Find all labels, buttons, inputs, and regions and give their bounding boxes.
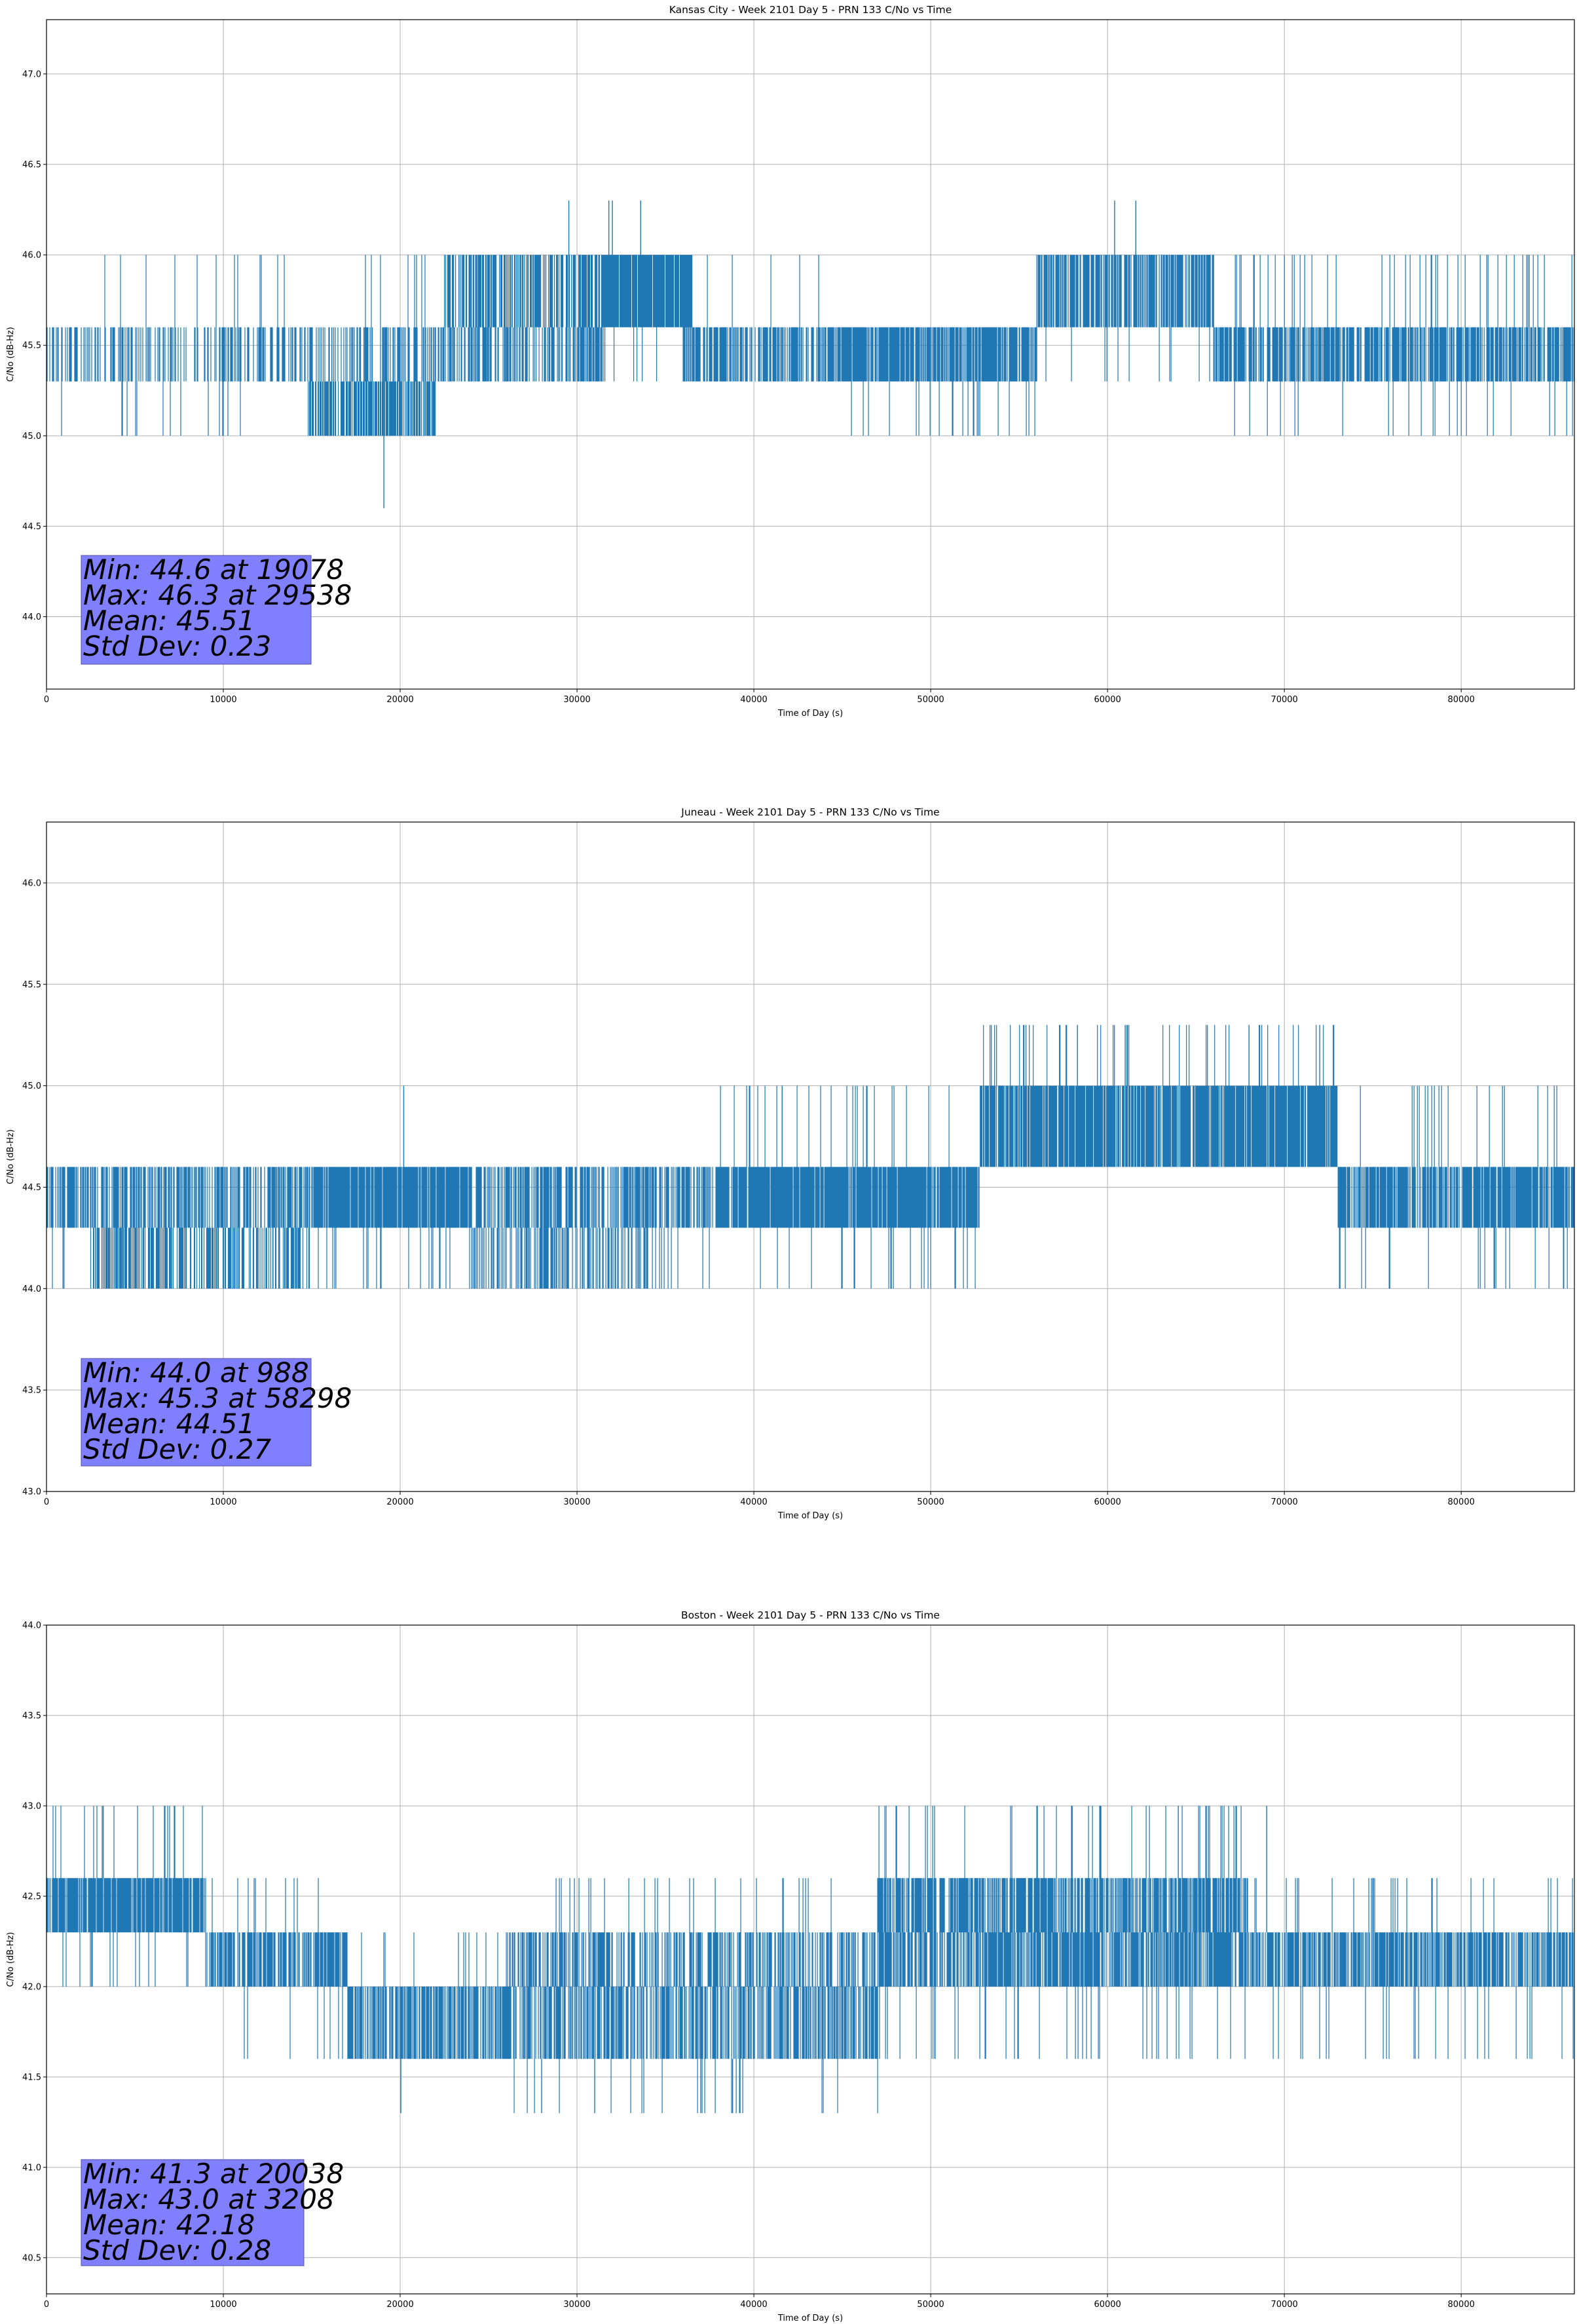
series-line	[46, 255, 1574, 436]
chart-title: Juneau - Week 2101 Day 5 - PRN 133 C/No …	[680, 806, 939, 818]
x-tick-label: 60000	[1094, 695, 1121, 705]
x-tick-label: 50000	[917, 695, 944, 705]
x-tick-label: 70000	[1271, 1497, 1297, 1507]
y-tick-label: 44.0	[22, 1284, 41, 1294]
chart-title: Kansas City - Week 2101 Day 5 - PRN 133 …	[669, 4, 952, 16]
x-tick-label: 30000	[563, 2300, 590, 2310]
y-tick-label: 44.5	[22, 522, 41, 532]
x-axis-label: Time of Day (s)	[777, 709, 843, 719]
x-tick-label: 40000	[740, 2300, 767, 2310]
x-tick-label: 0	[44, 1497, 49, 1507]
chart-panel-3: 0 10000 20000 30000 40000 50000 60000 70000 8000…	[6, 1609, 1575, 2323]
x-tick-label: 0	[44, 695, 49, 705]
stats-line: Mean: 45.51	[83, 605, 255, 637]
stats-box	[81, 2159, 305, 2266]
stats-line: Std Dev: 0.27	[83, 1433, 271, 1465]
x-tick-label: 80000	[1448, 2300, 1475, 2310]
x-tick-label: 50000	[917, 2300, 944, 2310]
x-tick-label: 20000	[386, 2300, 413, 2310]
y-tick-label: 44.0	[22, 612, 41, 622]
y-tick-label: 43.5	[22, 1386, 41, 1396]
stats-line: Min: 44.0 at 988	[83, 1357, 309, 1389]
stats-line: Mean: 42.18	[83, 2209, 255, 2241]
y-axis-label: C/No (dB-Hz)	[6, 1932, 16, 1987]
axes-frame	[46, 1624, 1575, 2295]
series-line	[46, 1805, 1574, 2114]
y-tick-label: 45.0	[22, 432, 41, 441]
y-tick-label: 46.0	[22, 878, 41, 888]
y-tick-label: 41.0	[22, 2163, 41, 2173]
x-tick-label: 40000	[740, 695, 767, 705]
y-tick-label: 43.5	[22, 1711, 41, 1721]
y-tick-label: 47.0	[22, 69, 41, 79]
stats-line: Max: 45.3 at 58298	[83, 1382, 352, 1414]
y-axis-label: C/No (dB-Hz)	[6, 1129, 16, 1184]
x-tick-label: 0	[44, 2300, 49, 2310]
stats-line: Std Dev: 0.28	[83, 2234, 271, 2266]
x-axis-label: Time of Day (s)	[777, 1511, 843, 1521]
x-tick-label: 60000	[1094, 1497, 1121, 1507]
stats-line: Max: 43.0 at 3208	[83, 2183, 335, 2215]
axes-frame	[46, 821, 1575, 1492]
chart-panel-2: 0 10000 20000 30000 40000 50000 60000 70000 8000…	[6, 806, 1575, 1521]
x-tick-label: 70000	[1271, 2300, 1297, 2310]
y-axis-label: C/No (dB-Hz)	[6, 327, 16, 382]
stats-line: Max: 46.3 at 29538	[83, 579, 352, 611]
y-tick-label: 45.5	[22, 980, 41, 990]
x-tick-label: 30000	[563, 1497, 590, 1507]
chart-panel-1: 0 10000 20000 30000 40000 50000 60000 70000 8000…	[6, 4, 1575, 719]
y-tick-label: 45.0	[22, 1081, 41, 1091]
x-tick-label: 70000	[1271, 695, 1297, 705]
stats-line: Std Dev: 0.23	[83, 630, 271, 662]
y-tick-label: 45.5	[22, 341, 41, 351]
y-tick-label: 42.5	[22, 1892, 41, 1902]
y-tick-label: 44.0	[22, 1621, 41, 1631]
y-tick-label: 46.0	[22, 251, 41, 261]
y-tick-label: 43.0	[22, 1488, 41, 1497]
x-tick-label: 50000	[917, 1497, 944, 1507]
x-tick-label: 60000	[1094, 2300, 1121, 2310]
y-tick-label: 46.5	[22, 160, 41, 170]
x-tick-label: 40000	[740, 1497, 767, 1507]
x-tick-label: 20000	[386, 1497, 413, 1507]
y-tick-label: 43.0	[22, 1801, 41, 1811]
axes-frame	[46, 19, 1575, 690]
y-tick-label: 40.5	[22, 2253, 41, 2263]
x-tick-label: 80000	[1448, 1497, 1475, 1507]
y-tick-label: 44.5	[22, 1183, 41, 1193]
chart-title: Boston - Week 2101 Day 5 - PRN 133 C/No …	[681, 1609, 940, 1621]
x-tick-label: 10000	[210, 1497, 236, 1507]
stats-line: Min: 41.3 at 20038	[83, 2158, 344, 2190]
x-tick-label: 10000	[210, 695, 236, 705]
stats-box	[81, 1358, 312, 1467]
series-line	[46, 1024, 1574, 1289]
x-tick-label: 80000	[1448, 695, 1475, 705]
stats-line: Min: 44.6 at 19078	[83, 553, 344, 586]
stats-line: Mean: 44.51	[83, 1408, 255, 1440]
y-tick-label: 42.0	[22, 1982, 41, 1992]
x-axis-label: Time of Day (s)	[777, 2314, 843, 2323]
y-tick-label: 41.5	[22, 2072, 41, 2082]
x-tick-label: 10000	[210, 2300, 236, 2310]
x-tick-label: 30000	[563, 695, 590, 705]
x-tick-label: 20000	[386, 695, 413, 705]
stats-box	[81, 555, 312, 665]
